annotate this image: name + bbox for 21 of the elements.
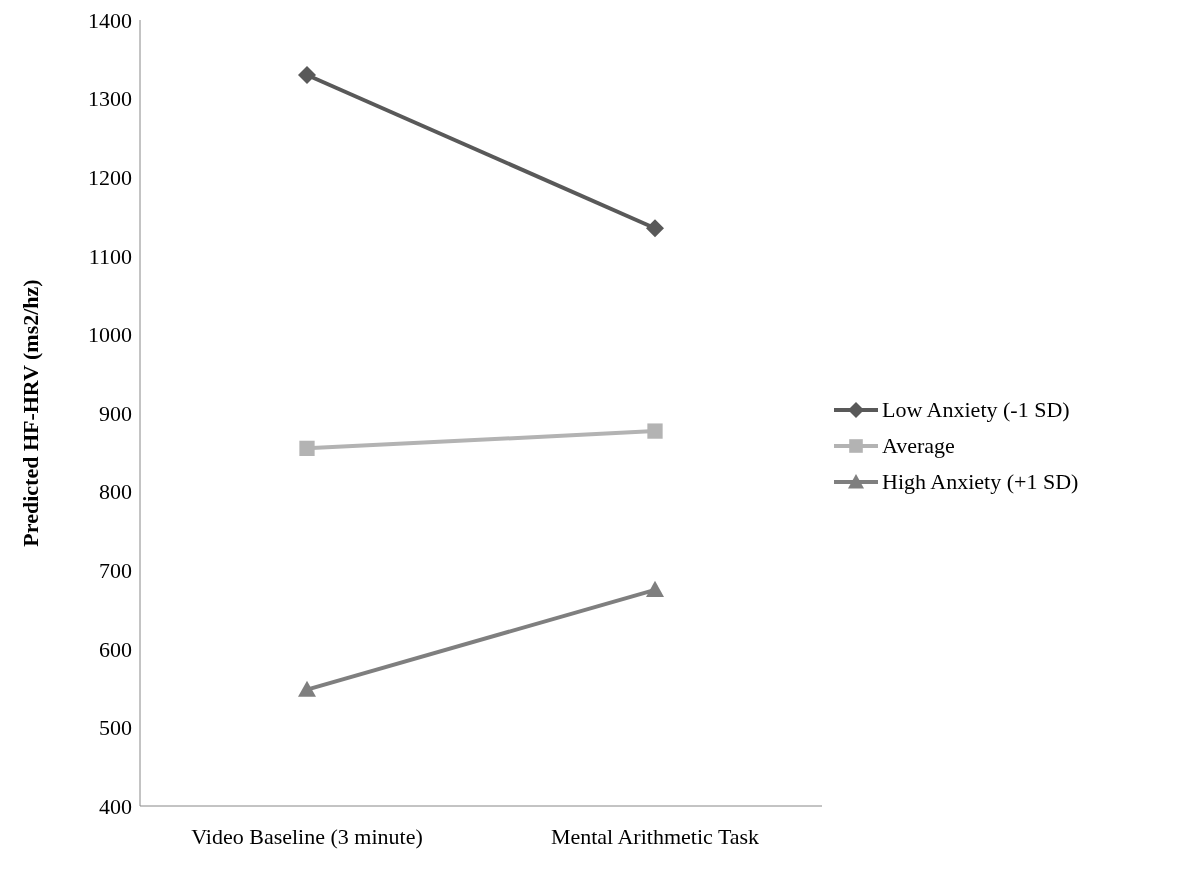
x-tick-label: Mental Arithmetic Task — [550, 824, 760, 849]
y-tick-label: 1300 — [88, 86, 132, 112]
y-tick-label: 600 — [99, 636, 132, 662]
legend-label: High Anxiety (+1 SD) — [882, 469, 1079, 495]
y-tick-label: 400 — [99, 793, 132, 819]
point — [646, 219, 664, 238]
y-tick-label: 1000 — [88, 322, 132, 348]
x-tick-label: Video Baseline (3 minute) — [191, 824, 423, 849]
y-tick-label: 500 — [99, 715, 132, 741]
legend-label: Average — [882, 433, 955, 459]
y-tick-label: 1200 — [88, 165, 132, 191]
y-tick-label: 800 — [99, 479, 132, 505]
y-axis-title: Predicted HF-HRV (ms2/hz) — [17, 279, 43, 547]
y-tick-label: 700 — [99, 558, 132, 584]
legend-label: Low Anxiety (-1 SD) — [882, 397, 1070, 423]
point — [299, 440, 315, 457]
point — [647, 423, 663, 439]
y-tick-label: 900 — [99, 400, 132, 426]
y-tick-label: 1400 — [88, 7, 132, 33]
y-tick-label: 1100 — [88, 243, 132, 269]
point — [298, 66, 316, 85]
